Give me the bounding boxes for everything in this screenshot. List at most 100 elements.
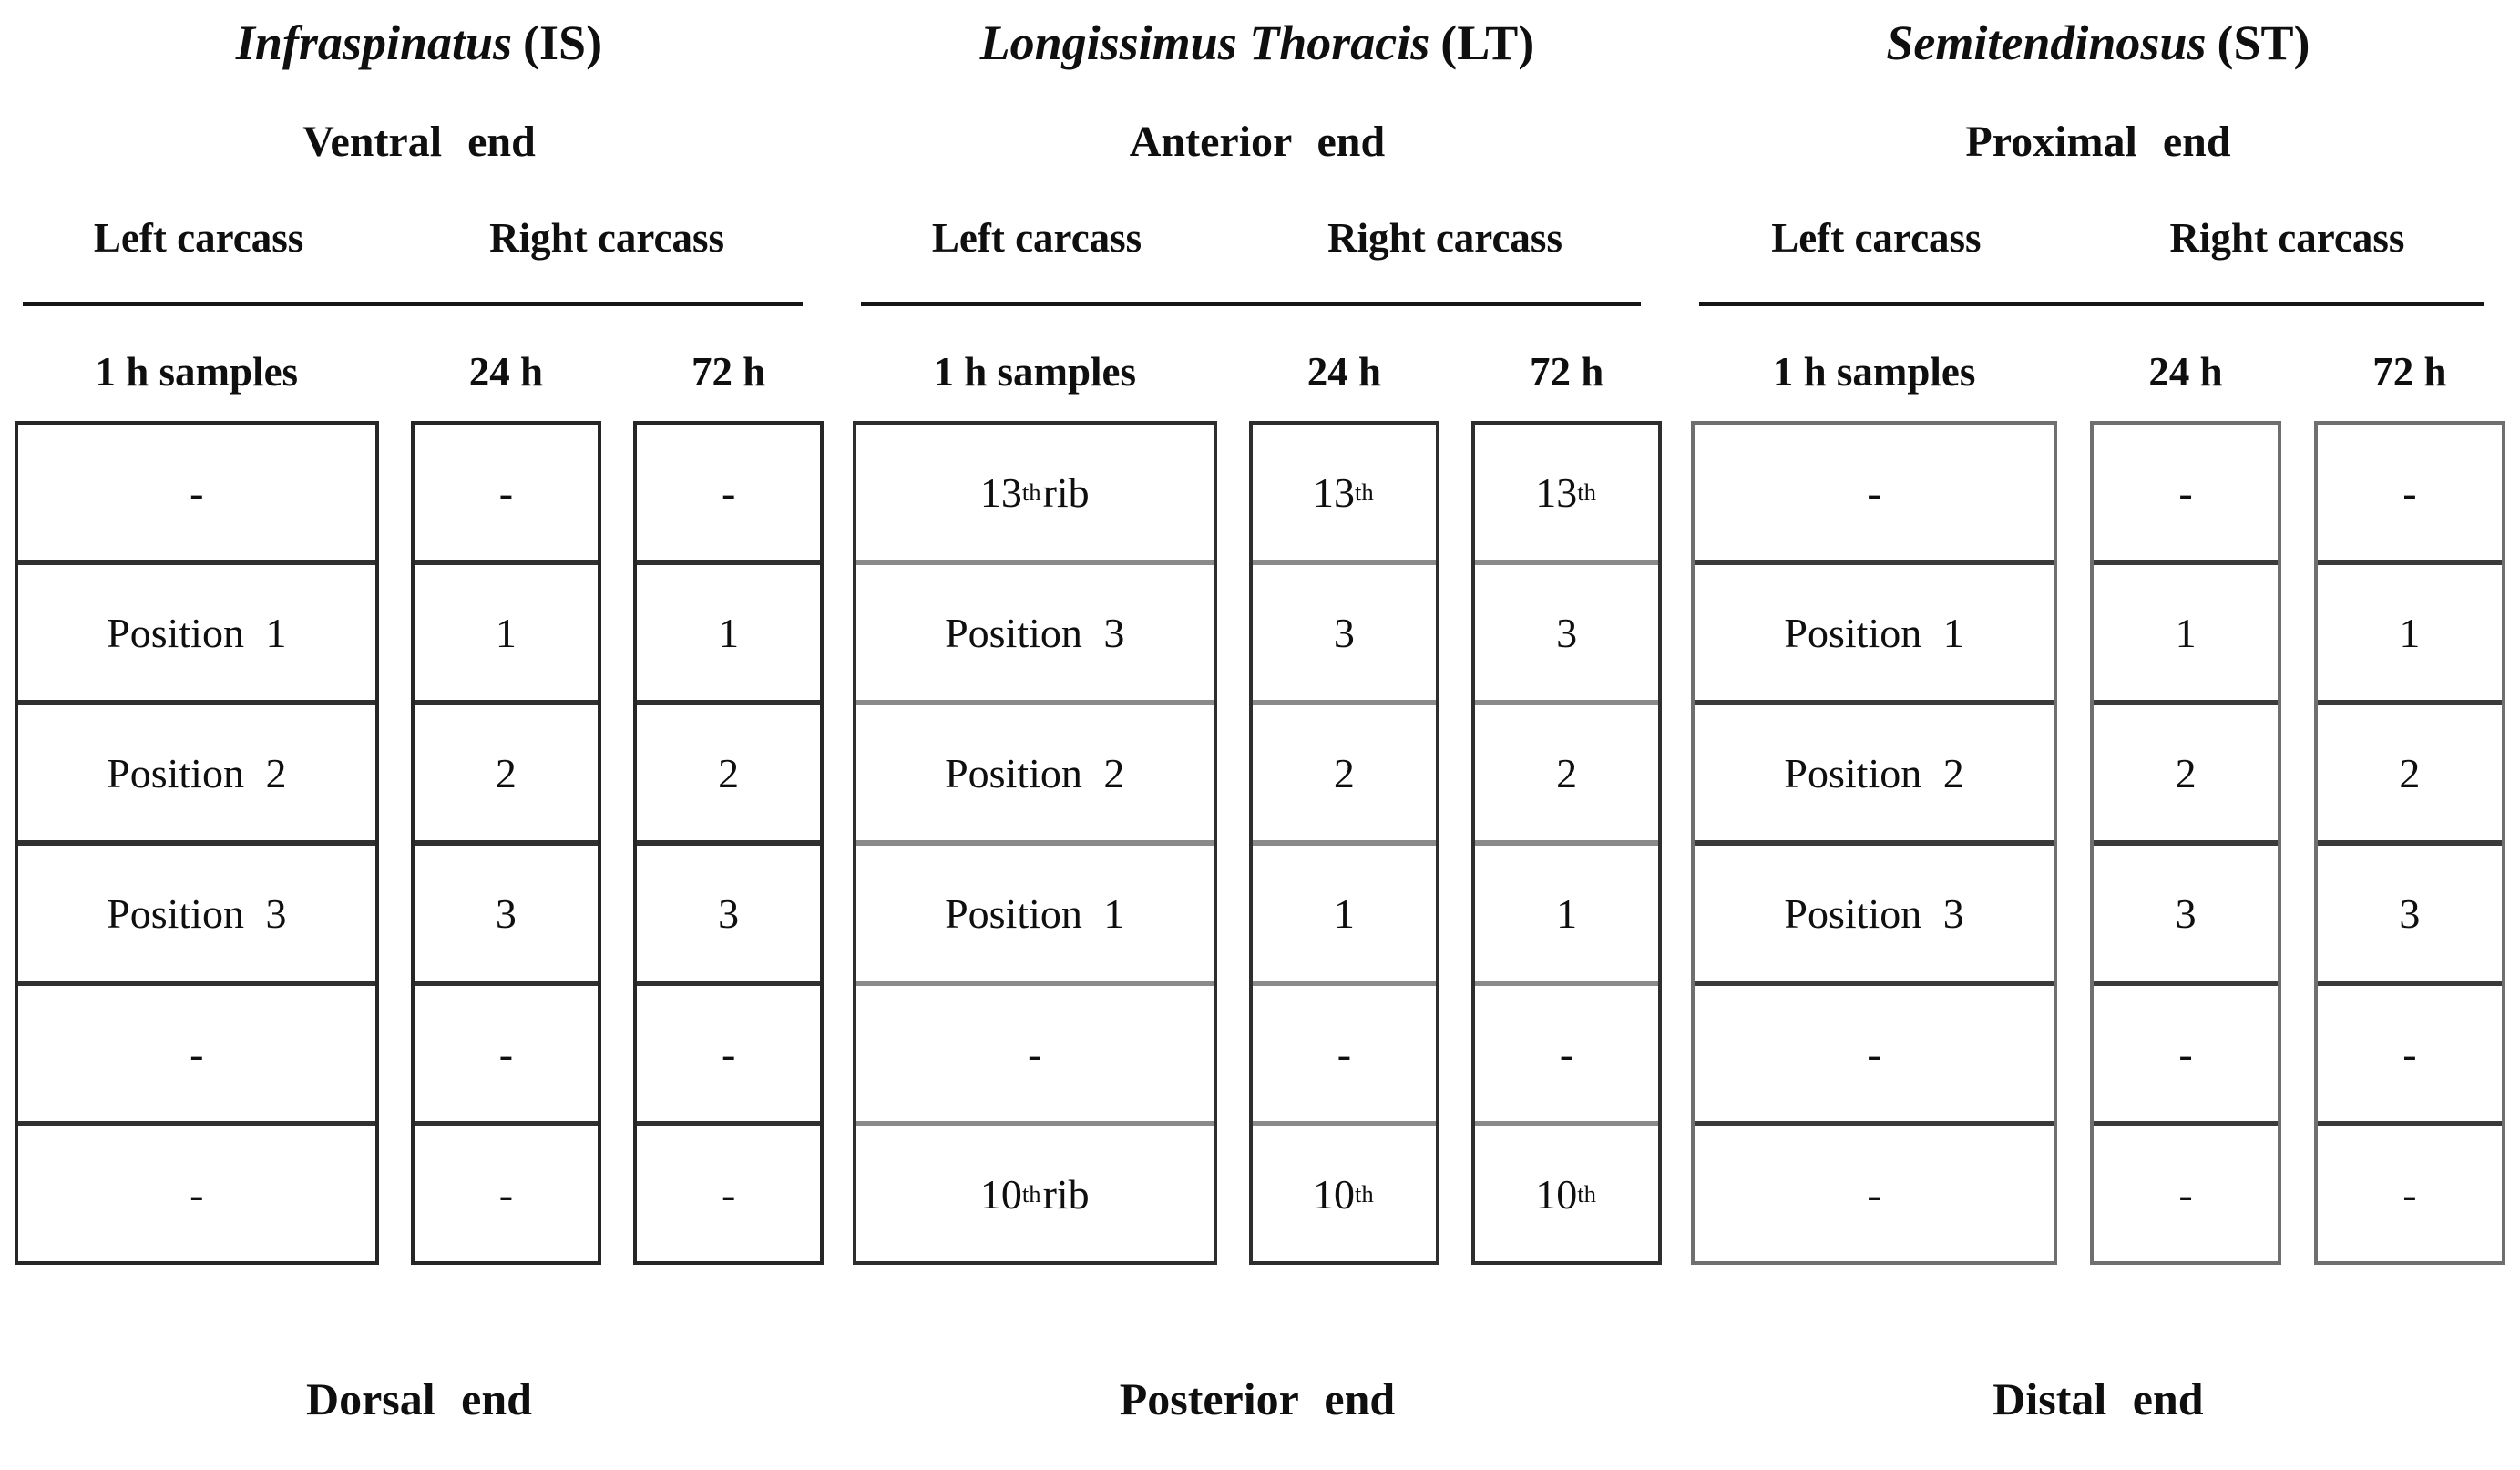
table-cell: -: [1253, 981, 1436, 1121]
table-cell: -: [1694, 1121, 2054, 1261]
table-cell: -: [1475, 981, 1658, 1121]
table-cell: Position 1: [1694, 560, 2054, 700]
table-cell: 1: [2094, 560, 2279, 700]
table-cell: 2: [2317, 700, 2502, 840]
table-cell: 1: [1475, 840, 1658, 981]
table-cell: 3: [1253, 560, 1436, 700]
table-cell: Position 3: [1694, 840, 2054, 981]
muscle-name: Longissimus Thoracis: [979, 15, 1430, 70]
muscle-panel-longissimus-thoracis: Longissimus Thoracis (LT) Anterior end Le…: [838, 0, 1676, 1470]
top-end-label: Anterior end: [1129, 118, 1386, 166]
table-cell: Position 3: [855, 560, 1214, 700]
table-cell: 3: [2317, 840, 2502, 981]
top-end-label: Ventral end: [302, 118, 536, 166]
table-cell: -: [18, 1121, 375, 1261]
table-cell: -: [1694, 981, 2054, 1121]
table-cell: 3: [637, 840, 820, 981]
muscle-panel-infraspinatus: Infraspinatus (IS) Ventral end Left carca…: [0, 0, 838, 1470]
table-cell: -: [2317, 1121, 2502, 1261]
column-header-row: 1 h samples 24 h 72 h: [849, 348, 1665, 396]
muscle-abbr: (IS): [523, 15, 603, 70]
left-carcass-label: Left carcass: [93, 215, 304, 261]
column-header-1h: 1 h samples: [95, 349, 299, 395]
column-header-24h: 24 h: [468, 349, 544, 395]
muscle-title: Longissimus Thoracis (LT): [849, 7, 1665, 78]
left-carcass-label: Left carcass: [931, 215, 1142, 261]
column-header-row: 1 h samples 24 h 72 h: [11, 348, 827, 396]
column-header-1h: 1 h samples: [1772, 349, 1976, 395]
table-cell: -: [2094, 1121, 2279, 1261]
table-cell: -: [721, 468, 736, 516]
bottom-end-label: Distal end: [1992, 1373, 2204, 1424]
table-cell: 3: [415, 840, 598, 981]
table-cell: Position 2: [18, 700, 375, 840]
table-cell: Position 1: [18, 560, 375, 700]
column-header-72h: 72 h: [691, 349, 766, 395]
carcass-header-row: Left carcass Right carcass: [11, 214, 827, 262]
bottom-end-label: Posterior end: [1119, 1373, 1396, 1424]
carcass-header-row: Left carcass Right carcass: [849, 214, 1665, 262]
table-cell: Position 2: [855, 700, 1214, 840]
muscle-abbr: (LT): [1440, 15, 1535, 70]
muscle-panel-semitendinosus: Semitendinosus (ST) Proximal end Left car…: [1676, 0, 2520, 1470]
table-cell: 1: [637, 560, 820, 700]
table-cell: Position 1: [855, 840, 1214, 981]
table-cell: -: [2317, 981, 2502, 1121]
table-cell: 2: [1475, 700, 1658, 840]
table-cell: -: [415, 1121, 598, 1261]
muscle-name: Semitendinosus: [1886, 15, 2207, 70]
top-end-label: Proximal end: [1965, 118, 2231, 166]
right-carcass-label: Right carcass: [2169, 215, 2405, 261]
carcass-divider-line: [1699, 302, 2484, 306]
muscle-title: Semitendinosus (ST): [1687, 7, 2509, 78]
column-header-1h: 1 h samples: [933, 349, 1137, 395]
samples-column-1h: - Position 1 Position 2 Position 3--: [15, 421, 379, 1265]
table-cell: Position 3: [18, 840, 375, 981]
right-carcass-label: Right carcass: [489, 215, 724, 261]
table-cell: 2: [2094, 700, 2279, 840]
muscle-title: Infraspinatus (IS): [11, 7, 827, 78]
carcass-divider-line: [861, 302, 1642, 306]
column-header-24h: 24 h: [2148, 349, 2223, 395]
table-cell: -: [18, 981, 375, 1121]
table-cell: -: [855, 981, 1214, 1121]
table-cell: 2: [637, 700, 820, 840]
table-cell: 2: [415, 700, 598, 840]
table-cell: 3: [1475, 560, 1658, 700]
table-cell: -: [637, 981, 820, 1121]
table-cell: 1: [1253, 840, 1436, 981]
column-header-72h: 72 h: [2372, 349, 2447, 395]
table-cell: 2: [1253, 700, 1436, 840]
table-cell: 1: [415, 560, 598, 700]
table-cell: -: [415, 981, 598, 1121]
muscle-abbr: (ST): [2217, 15, 2310, 70]
table-cell: -: [637, 1121, 820, 1261]
table-cell: -: [2178, 468, 2193, 516]
table-cell: -: [190, 468, 204, 516]
samples-column-1h: - Position 1 Position 2 Position 3--: [1690, 421, 2058, 1265]
table-cell: 3: [2094, 840, 2279, 981]
right-carcass-label: Right carcass: [1327, 215, 1562, 261]
table-cell: -: [2094, 981, 2279, 1121]
table-cell: 1: [2317, 560, 2502, 700]
table-cell: Position 2: [1694, 700, 2054, 840]
bottom-end-label: Dorsal end: [306, 1373, 532, 1424]
column-header-row: 1 h samples 24 h 72 h: [1687, 348, 2509, 396]
table-cell: -: [1867, 468, 1881, 516]
